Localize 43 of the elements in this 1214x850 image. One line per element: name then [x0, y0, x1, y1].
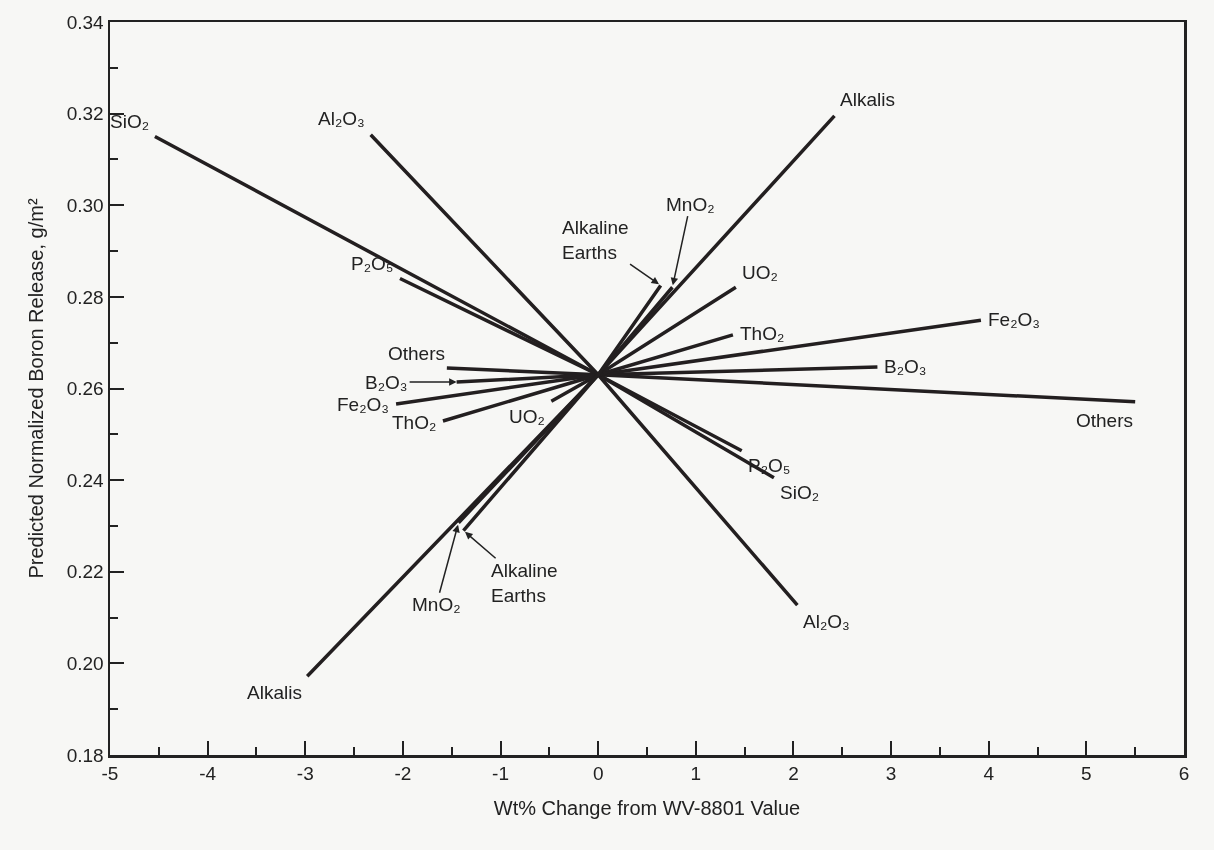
annotation: Al₂O₃ — [803, 611, 850, 632]
annotation: Others — [1076, 410, 1134, 431]
annotation: Others — [388, 343, 446, 364]
annotation: SiO₂ — [110, 111, 150, 132]
annotation: UO₂ — [742, 262, 778, 283]
y-tick-label: 0.22 — [66, 561, 104, 583]
annotation: ThO₂ — [392, 412, 437, 433]
annotation: Alkalis — [840, 89, 895, 110]
y-tick-label: 0.20 — [66, 653, 104, 675]
annotation: ThO₂ — [740, 323, 785, 344]
x-tick-label: 0 — [592, 763, 604, 785]
annotation: Alkaline Earths — [562, 217, 629, 263]
y-axis-title: Predicted Normalized Boron Release, g/m² — [24, 198, 47, 579]
annotation: MnO₂ — [666, 194, 715, 215]
annotation: B₂O₃ — [884, 356, 927, 377]
annotation: UO₂ — [509, 406, 545, 427]
annotation: Alkalis — [247, 682, 302, 703]
annotation: Fe₂O₃ — [337, 394, 390, 415]
annotation: B₂O₃ — [365, 372, 408, 393]
x-tick-label: 5 — [1081, 763, 1092, 785]
annotation: SiO₂ — [780, 482, 820, 503]
x-tick-label: -4 — [199, 763, 217, 785]
y-tick-label: 0.24 — [66, 469, 105, 491]
x-tick-label: 2 — [788, 763, 799, 785]
x-tick-label: -2 — [394, 763, 412, 785]
y-tick-label: 0.28 — [66, 286, 104, 308]
x-tick-label: 4 — [983, 763, 995, 785]
x-tick-label: -5 — [101, 763, 119, 785]
x-tick-label: -1 — [492, 763, 509, 785]
x-axis-title: Wt% Change from WV-8801 Value — [493, 797, 801, 820]
y-tick-label: 0.34 — [66, 11, 105, 33]
annotation: Al₂O₃ — [318, 108, 365, 129]
y-tick-label: 0.18 — [66, 744, 104, 766]
annotation: Alkaline Earths — [491, 560, 558, 606]
y-tick-label: 0.26 — [66, 378, 104, 400]
y-tick-label: 0.30 — [66, 194, 104, 216]
x-tick-label: 3 — [885, 763, 897, 785]
annotation: Fe₂O₃ — [988, 309, 1041, 330]
x-tick-label: -3 — [296, 763, 314, 785]
x-tick-label: 6 — [1178, 763, 1190, 785]
x-tick-label: 1 — [690, 763, 702, 785]
annotation: MnO₂ — [412, 594, 461, 615]
y-tick-label: 0.32 — [66, 103, 104, 125]
